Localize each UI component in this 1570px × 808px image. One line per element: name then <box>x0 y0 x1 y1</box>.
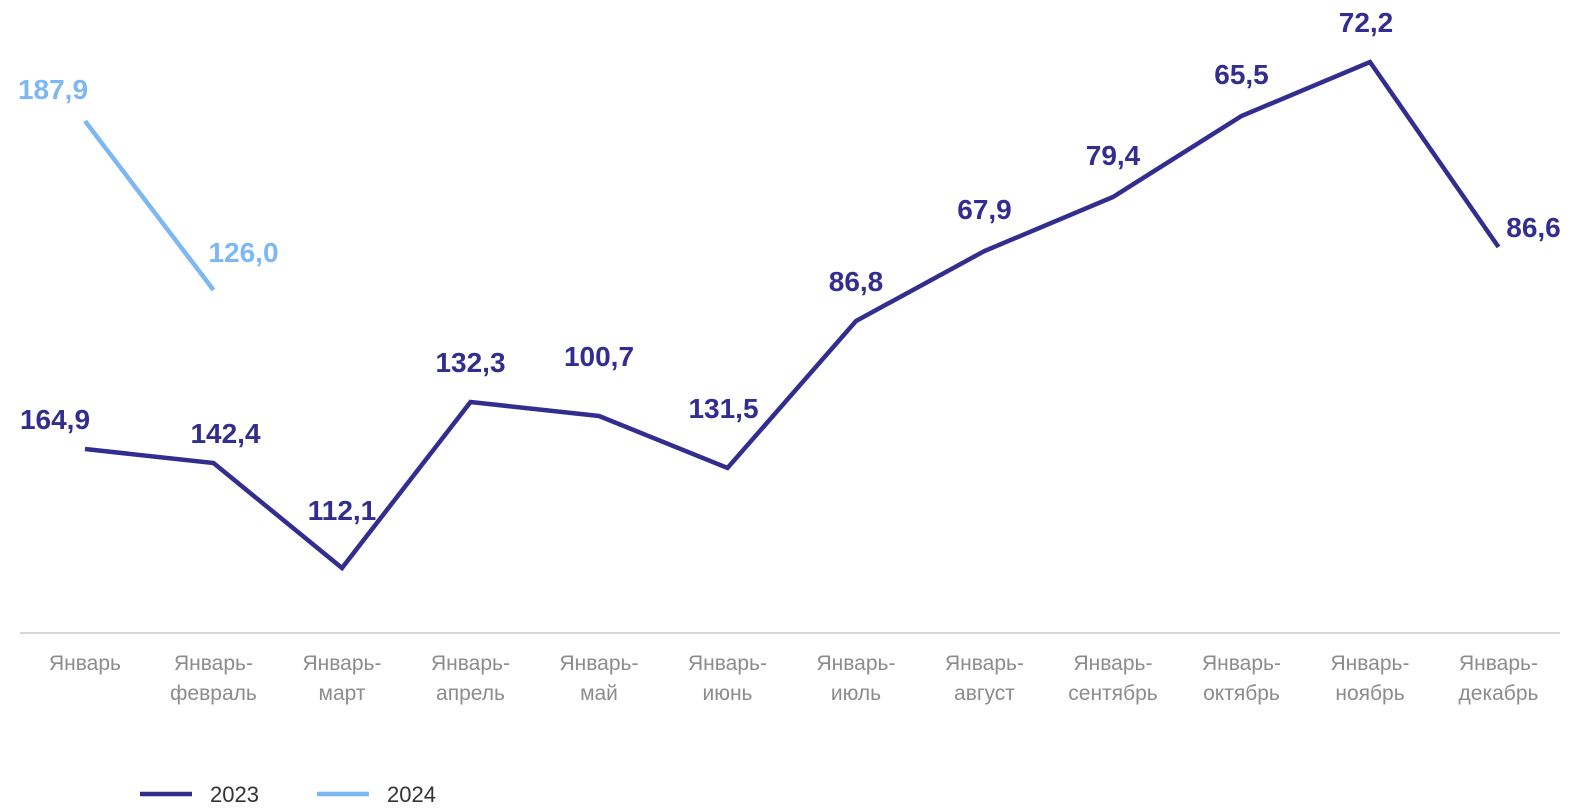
data-label: 100,7 <box>564 341 634 372</box>
data-label: 79,4 <box>1086 140 1141 171</box>
x-tick-label: Январь-июнь <box>688 652 767 705</box>
legend: 2023 2024 <box>140 782 436 807</box>
x-tick-label: Январь-апрель <box>431 652 510 705</box>
data-label: 86,6 <box>1506 212 1561 243</box>
x-tick-label: Январь-декабрь <box>1459 652 1539 705</box>
data-label: 164,9 <box>20 404 90 435</box>
x-tick-label: Январь-ноябрь <box>1331 652 1410 705</box>
data-label: 142,4 <box>190 418 260 449</box>
data-labels: 164,9 142,4 112,1 132,3 100,7 131,5 86,8 67,9 79… <box>18 7 1561 526</box>
x-tick-label: Январь-март <box>303 652 382 705</box>
series-line-2023 <box>84 59 1501 572</box>
x-tick-label: Январь-февраль <box>170 652 257 705</box>
series-lines <box>83 59 1501 572</box>
data-label: 112,1 <box>308 495 377 526</box>
data-label: 72,2 <box>1339 7 1394 38</box>
x-tick-label: Январь-октябрь <box>1202 652 1281 705</box>
x-axis-tick-labels: Январь Январь-февраль Январь-март Январь-ап… <box>49 652 1538 705</box>
data-label: 86,8 <box>829 266 884 297</box>
data-label: 65,5 <box>1214 59 1269 90</box>
x-tick-label: Январь-август <box>945 652 1024 705</box>
data-label: 187,9 <box>18 74 88 105</box>
data-label: 132,3 <box>435 347 505 378</box>
x-tick-label: Январь-май <box>560 652 639 705</box>
data-label: 131,5 <box>688 393 758 424</box>
legend-label: 2023 <box>210 782 259 807</box>
x-tick-label: Январь-июль <box>817 652 896 705</box>
x-tick-label: Январь-сентябрь <box>1068 652 1157 705</box>
data-label: 67,9 <box>957 194 1012 225</box>
x-tick-label: Январь <box>49 652 121 675</box>
legend-label: 2024 <box>387 782 436 807</box>
data-label: 126,0 <box>208 237 278 268</box>
series-line-2024 <box>83 119 216 292</box>
